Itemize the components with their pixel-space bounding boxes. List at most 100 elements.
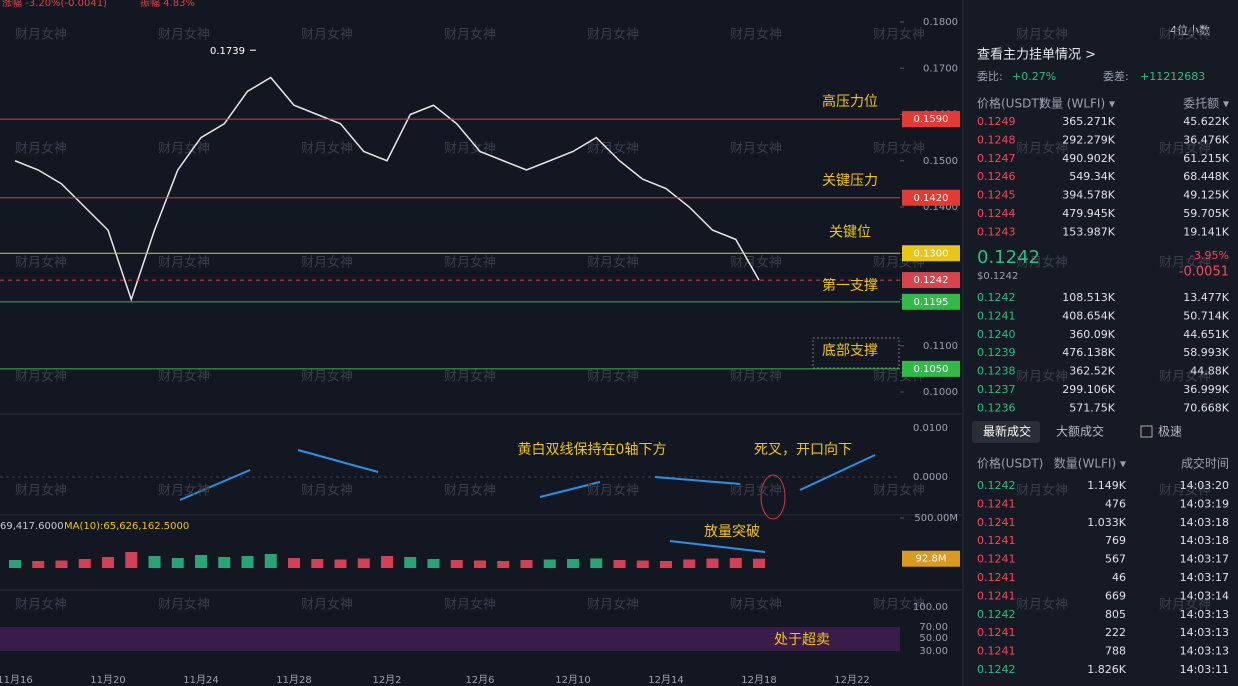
trade-cell: 1.033K xyxy=(1087,516,1126,529)
ob-cell: 0.1248 xyxy=(977,133,1016,146)
ob-cell: 153.987K xyxy=(1062,225,1115,238)
trade-cell: 788 xyxy=(1105,645,1126,658)
ob-cell: 59.705K xyxy=(1183,207,1229,220)
rsi-tick: 70.00 xyxy=(919,622,948,633)
level-note: 第一支撑 xyxy=(822,277,878,294)
y-tick-label: 0.1500 xyxy=(923,156,958,167)
level-label: 0.1300 xyxy=(914,248,949,259)
trade-cell: 14:03:18 xyxy=(1180,534,1229,547)
trade-cell: 0.1242 xyxy=(977,663,1016,676)
tab-bg xyxy=(972,421,1040,443)
level-box xyxy=(902,360,960,377)
watermark: 财月女神 xyxy=(15,141,67,157)
vol-bar xyxy=(102,557,114,568)
watermark: 财月女神 xyxy=(730,141,782,157)
watermark: 财月女神 xyxy=(444,255,496,271)
vol-bar xyxy=(660,561,672,568)
trade-tab[interactable]: 最新成交 xyxy=(983,424,1031,439)
watermark: 财月女神 xyxy=(587,255,639,271)
rsi-tick: 100.00 xyxy=(913,602,948,613)
ob-diff: +11212683 xyxy=(1140,70,1205,83)
x-tick-label: 12月14 xyxy=(648,674,683,686)
ob-cell: 0.1237 xyxy=(977,383,1016,396)
trade-cell: 669 xyxy=(1105,589,1126,602)
vol-bar xyxy=(32,561,45,568)
ob-cell: 476.138K xyxy=(1062,346,1115,359)
trade-cell: 0.1241 xyxy=(977,497,1016,510)
trade-cell: 14:03:18 xyxy=(1180,516,1229,529)
trade-cell: 0.1241 xyxy=(977,534,1016,547)
ob-cell: 0.1240 xyxy=(977,328,1016,341)
macd-note: 黄白双线保持在0轴下方 xyxy=(518,441,667,458)
macd-tick: 0.0100 xyxy=(913,423,948,434)
rsi-tick: 50.00 xyxy=(919,633,948,644)
watermark: 财月女神 xyxy=(1159,597,1211,613)
trade-cell: 0.1241 xyxy=(977,553,1016,566)
vol-bar xyxy=(683,559,696,568)
watermark: 财月女神 xyxy=(1016,597,1068,613)
trade-tab[interactable]: 大额成交 xyxy=(1056,424,1104,439)
ob-cell: 365.271K xyxy=(1062,115,1115,128)
trade-cell: 805 xyxy=(1105,608,1126,621)
vol-bar xyxy=(543,559,556,568)
vol-ma: MA(10):65,626,162.5000 xyxy=(64,521,189,532)
x-tick-label: 12月18 xyxy=(741,674,776,686)
ob-cell: 70.668K xyxy=(1183,401,1229,414)
x-tick-label: 12月2 xyxy=(372,674,401,686)
vol-bar xyxy=(357,558,370,568)
vol-bar xyxy=(288,558,300,568)
vol-bar xyxy=(264,554,277,568)
watermark: 财月女神 xyxy=(301,369,353,385)
trade-tab[interactable]: 极速 xyxy=(1158,425,1182,439)
vol-bar xyxy=(218,557,231,568)
ob-link[interactable]: 查看主力挂单情况 > xyxy=(977,47,1096,63)
ob-cell: 360.09K xyxy=(1069,328,1115,341)
trade-cell: 14:03:14 xyxy=(1180,589,1229,602)
vol-tick-label: 500.00M xyxy=(914,513,958,524)
ob-cell: 68.448K xyxy=(1183,170,1229,183)
vol-bar xyxy=(427,559,440,568)
watermark: 财月女神 xyxy=(1016,483,1068,499)
watermark: 财月女神 xyxy=(15,483,67,499)
ob-diff-label: 委差: xyxy=(1103,69,1129,83)
ob-cell: 408.654K xyxy=(1062,309,1115,322)
vol-bar xyxy=(334,559,347,568)
ob-cell: 0.1236 xyxy=(977,401,1016,414)
trade-cell: 0.1241 xyxy=(977,571,1016,584)
watermark: 财月女神 xyxy=(158,141,210,157)
ob-pct: -3.95% xyxy=(1190,249,1229,262)
vol-bar xyxy=(520,560,533,568)
trade-cell: 0.1241 xyxy=(977,589,1016,602)
level-note: 关键压力 xyxy=(822,173,878,189)
decimals[interactable]: 4位小数 xyxy=(1170,23,1210,37)
vol-current: 92.8M xyxy=(916,554,947,565)
level-label: 0.1242 xyxy=(914,275,949,286)
watermark: 财月女神 xyxy=(1016,255,1068,271)
watermark: 财月女神 xyxy=(873,27,925,43)
price-line xyxy=(14,76,760,302)
watermark: 财月女神 xyxy=(587,369,639,385)
watermark: 财月女神 xyxy=(15,369,67,385)
watermark: 财月女神 xyxy=(873,597,925,613)
ob-change: -0.0051 xyxy=(1179,265,1229,280)
vol-bar xyxy=(497,561,510,568)
ob-cell: 0.1249 xyxy=(977,115,1016,128)
level-box xyxy=(902,189,960,206)
trade-cell: 1.149K xyxy=(1087,479,1126,492)
ob-cell: 0.1245 xyxy=(977,189,1016,202)
ob-col: 委托额 ▾ xyxy=(1183,97,1229,111)
ob-cell: 479.945K xyxy=(1062,207,1115,220)
change: 涨幅 -3.20%(-0.0041) xyxy=(2,0,107,9)
watermark: 财月女神 xyxy=(158,483,210,499)
watermark: 财月女神 xyxy=(873,483,925,499)
trade-cell: 14:03:13 xyxy=(1180,608,1229,621)
vol-bar xyxy=(706,558,719,568)
vol-bar xyxy=(381,556,393,568)
ob-last: 0.1242 xyxy=(977,247,1040,268)
vol-bar xyxy=(474,560,486,568)
ob-ratio-label: 委比: xyxy=(977,70,1003,83)
trade-cell: 0.1242 xyxy=(977,608,1016,621)
vol-bar xyxy=(613,560,626,568)
x-tick-label: 11月16 xyxy=(0,674,33,686)
watermark: 财月女神 xyxy=(158,597,210,613)
